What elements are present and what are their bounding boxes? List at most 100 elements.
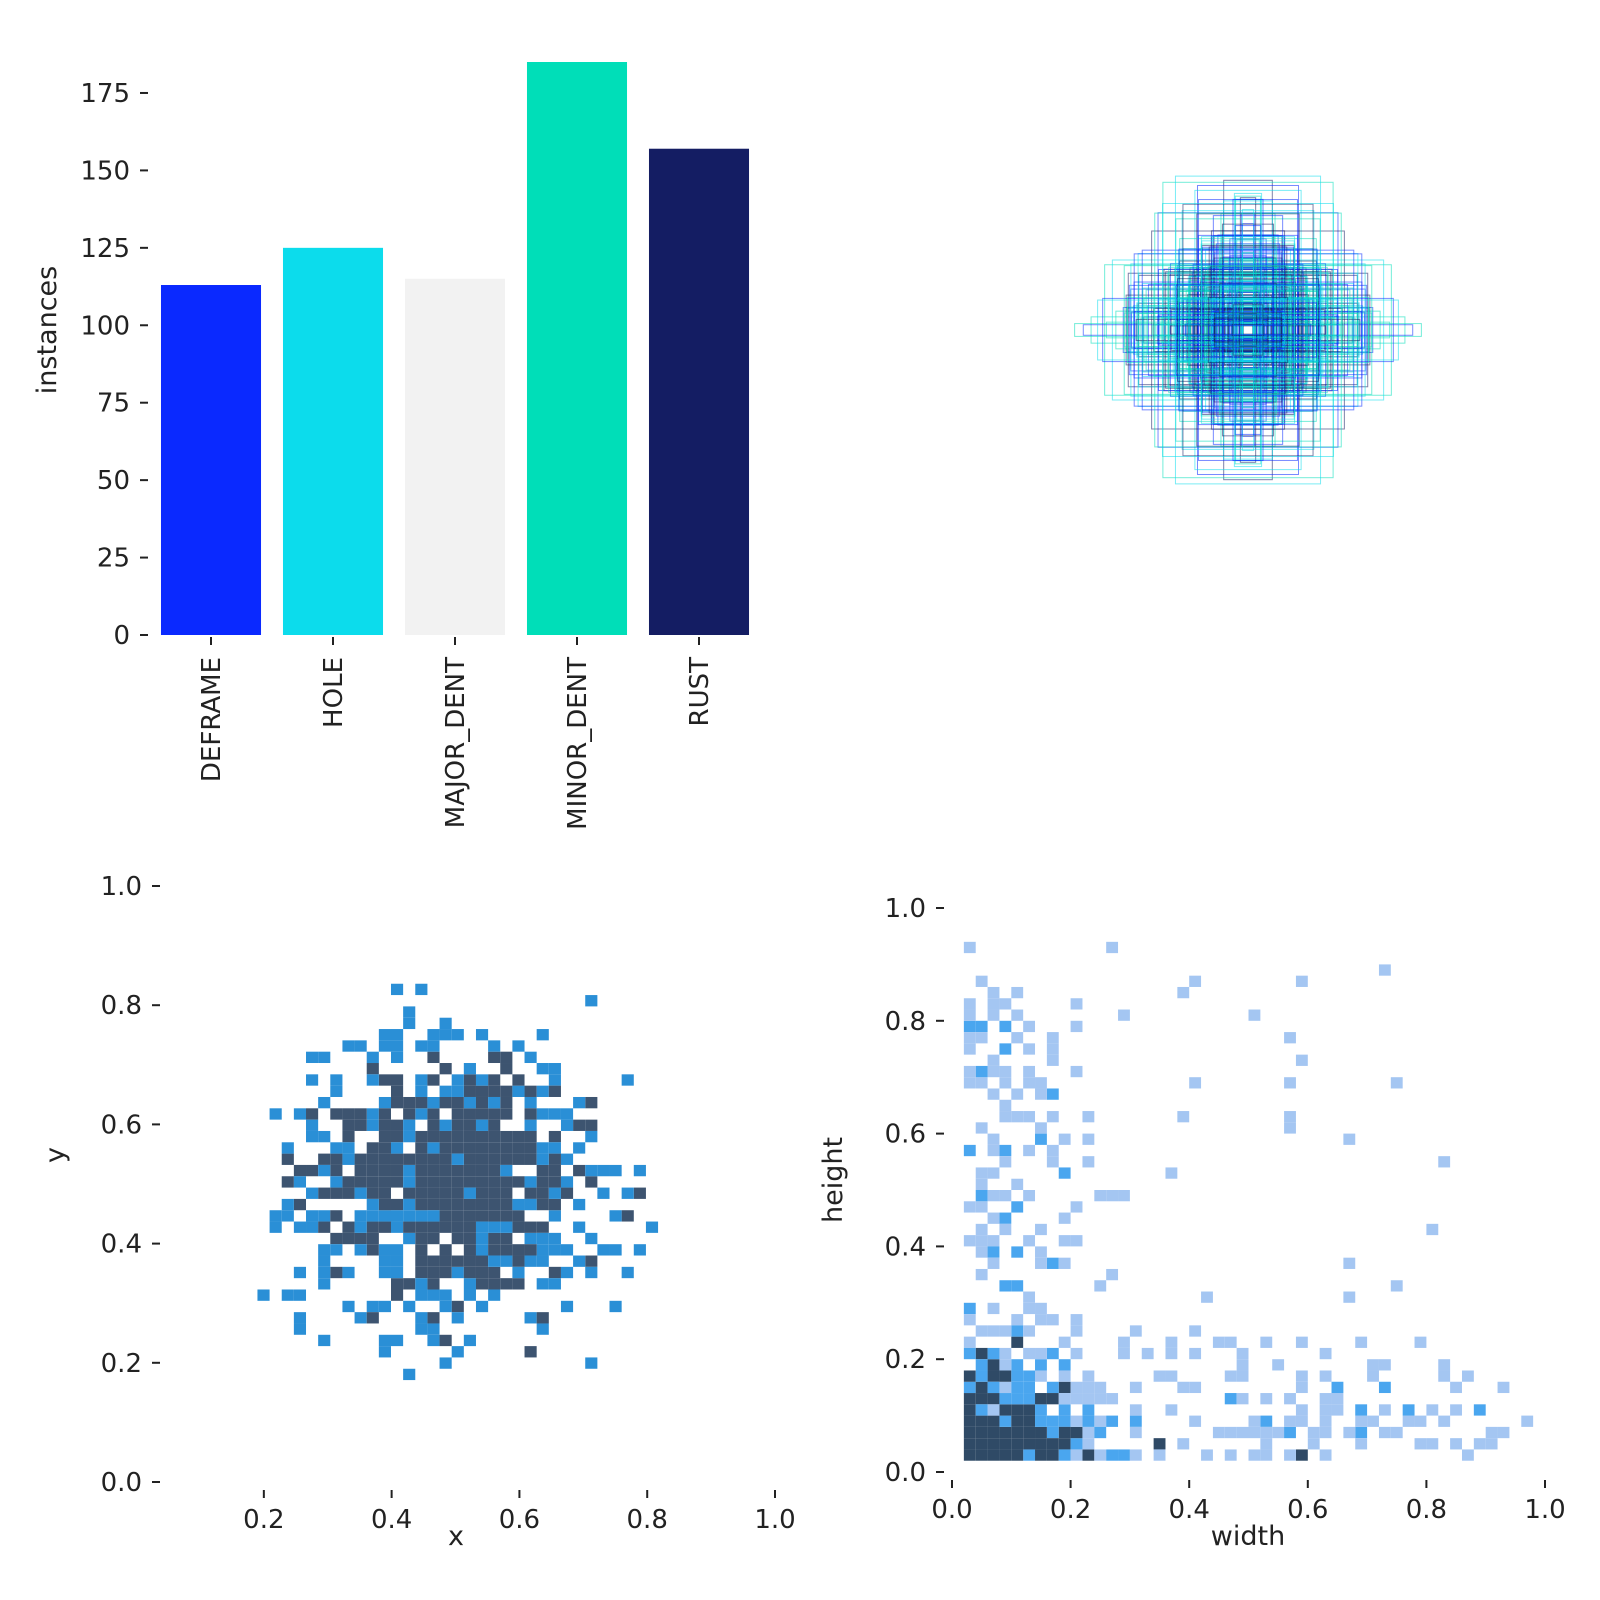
heatmap-cell	[1046, 1156, 1059, 1168]
label-box	[1197, 234, 1299, 426]
heatmap-cell	[1035, 1077, 1047, 1089]
heatmap-cell	[1070, 1438, 1083, 1450]
heatmap-cell	[354, 1040, 367, 1052]
heatmap-cell	[488, 1096, 501, 1109]
heatmap-cell	[633, 1187, 646, 1199]
heatmap-cell	[366, 1176, 379, 1188]
heatmap-cell	[366, 1119, 379, 1131]
heatmap-cell	[378, 1300, 391, 1313]
label-box	[1130, 263, 1366, 397]
heatmap-cell	[1260, 1393, 1273, 1405]
heatmap-cell	[1212, 1336, 1225, 1348]
heatmap-cell	[1355, 1404, 1368, 1416]
heatmap-cell	[257, 1289, 270, 1301]
heatmap-cell	[366, 1221, 379, 1233]
heatmap-cell	[390, 1142, 404, 1154]
label-box	[1142, 287, 1354, 373]
heatmap-cell	[1307, 1426, 1320, 1439]
heatmap-cell	[366, 1187, 379, 1199]
heatmap-cell	[987, 986, 1000, 999]
heatmap-cell	[1023, 1370, 1036, 1382]
heatmap-cell	[390, 1255, 404, 1267]
heatmap-cell	[451, 1096, 464, 1109]
heatmap-cell	[281, 1198, 294, 1211]
y-tick-label: 0.0	[101, 1468, 142, 1498]
heatmap-cell	[330, 1153, 343, 1165]
heatmap-cell	[999, 1043, 1012, 1055]
heatmap-cell	[463, 1221, 476, 1233]
heatmap-cell	[488, 1187, 501, 1199]
heatmap-cell	[475, 1164, 489, 1177]
heatmap-cell	[500, 1187, 513, 1199]
heatmap-cell	[524, 1232, 537, 1245]
heatmap-cell	[536, 1278, 549, 1290]
heatmap-cell	[403, 1153, 416, 1165]
heatmap-cell	[1485, 1426, 1498, 1439]
x-tick-label: 0.0	[931, 1495, 972, 1525]
x-tick-label: 1.0	[1524, 1495, 1565, 1525]
label-box	[1157, 268, 1339, 392]
heatmap-cell	[1070, 1426, 1083, 1439]
heatmap-cell	[963, 941, 976, 954]
label-box	[1154, 212, 1342, 448]
heatmap-cell	[1094, 1393, 1107, 1405]
heatmap-cell	[318, 1244, 331, 1256]
heatmap-cell	[475, 1142, 489, 1154]
heatmap-cell	[1141, 1347, 1154, 1360]
heatmap-cell	[999, 998, 1012, 1010]
heatmap-cell	[1165, 1370, 1178, 1382]
heatmap-cell	[975, 1381, 988, 1394]
heatmap-cell	[999, 1347, 1012, 1360]
heatmap-cell	[963, 1449, 976, 1461]
heatmap-cell	[451, 1198, 464, 1211]
heatmap-cell	[548, 1210, 561, 1222]
heatmap-cell	[475, 1232, 489, 1245]
heatmap-cell	[1355, 1336, 1368, 1348]
heatmap-cell	[463, 1153, 476, 1165]
label-box	[1237, 289, 1259, 371]
heatmap-cell	[524, 1096, 537, 1109]
heatmap-cell	[1402, 1404, 1415, 1416]
heatmap-cell	[427, 1210, 440, 1222]
heatmap-cell	[524, 1346, 537, 1358]
x-axis-ticks: 0.2 0.4 0.6 0.8 1.0	[243, 1490, 796, 1535]
heatmap-cell	[1331, 1393, 1344, 1405]
heatmap-cell	[427, 1255, 440, 1267]
heatmap-cell	[1035, 1314, 1047, 1326]
heatmap-cell	[390, 1289, 404, 1301]
x-tick-label: 0.6	[1287, 1495, 1328, 1525]
heatmap-cell	[293, 1266, 307, 1279]
heatmap-cell	[500, 1051, 513, 1064]
heatmap-cell	[987, 1133, 1000, 1145]
heatmap-cell	[975, 1178, 988, 1190]
heatmap-cell	[585, 1176, 598, 1188]
heatmap-cell	[427, 1142, 440, 1154]
heatmap-cell	[451, 1221, 464, 1233]
heatmap-cell	[548, 1063, 561, 1075]
y-tick-label: 0.8	[885, 1007, 926, 1037]
heatmap-cell	[963, 1302, 976, 1315]
heatmap-cell	[1307, 1438, 1320, 1450]
y-axis-ticks: 0.0 0.2 0.4 0.6 0.8 1.0	[885, 894, 944, 1488]
heatmap-cell	[1023, 1291, 1036, 1303]
label-box	[1074, 323, 1422, 337]
heatmap-cell	[378, 1096, 391, 1109]
heatmap-cell	[1236, 1393, 1249, 1405]
heatmap-cell	[621, 1074, 634, 1086]
heatmap-cell	[1319, 1426, 1332, 1439]
heatmap-cell	[585, 1164, 598, 1177]
heatmap-cell	[573, 1096, 586, 1109]
heatmap-cell	[475, 1085, 489, 1097]
heatmap-cell	[1201, 1449, 1213, 1461]
heatmap-cell	[1023, 1235, 1036, 1247]
heatmap-cell	[963, 1426, 976, 1439]
heatmap-cell	[1426, 1438, 1439, 1450]
heatmap-cell	[1058, 1393, 1071, 1405]
heatmap-cell	[963, 1144, 976, 1157]
heatmap-cell	[609, 1210, 622, 1222]
x-tick-label: 0.4	[1169, 1495, 1210, 1525]
heatmap-cell	[1118, 1336, 1130, 1348]
label-box	[1204, 279, 1292, 381]
heatmap-cell	[463, 1289, 476, 1301]
heatmap-cell	[439, 1153, 452, 1165]
